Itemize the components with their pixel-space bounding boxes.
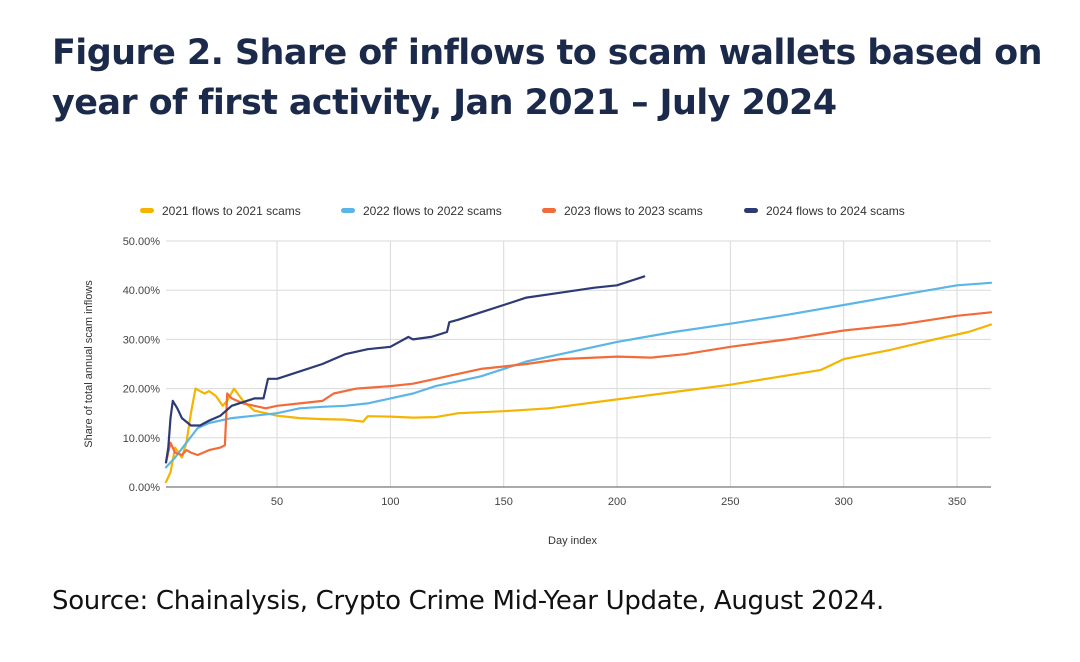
x-tick-label: 50 — [271, 496, 283, 508]
figure-source: Source: Chainalysis, Crypto Crime Mid-Ye… — [52, 586, 884, 616]
y-tick-label: 0.00% — [129, 482, 160, 494]
series-line-3 — [164, 311, 993, 464]
x-tick-label: 150 — [495, 496, 513, 508]
legend-swatch-2 — [341, 208, 355, 213]
x-tick-label: 300 — [834, 496, 852, 508]
x-tick-label: 250 — [721, 496, 739, 508]
gridlines — [166, 240, 991, 488]
y-tick-label: 20.00% — [123, 384, 161, 396]
legend-label-1: 2021 flows to 2021 scams — [162, 204, 301, 218]
y-tick-label: 30.00% — [123, 334, 161, 346]
legend-swatch-1 — [140, 208, 154, 213]
y-tick-label: 50.00% — [123, 236, 161, 248]
x-axis-title: Day index — [548, 535, 597, 547]
legend-swatch-3 — [542, 208, 556, 213]
figure-title: Figure 2. Share of inflows to scam walle… — [52, 33, 1043, 123]
series-line-2 — [164, 281, 993, 469]
axes: 0.00% 10.00% 20.00% 30.00% 40.00% 50.00% 50 100… — [123, 236, 991, 508]
legend: 2021 flows to 2021 scams 2022 flows to 20… — [140, 204, 905, 218]
y-axis-title: Share of total annual scam inflows — [83, 280, 95, 448]
series-line-1 — [164, 323, 993, 484]
y-tick-label: 10.00% — [123, 433, 161, 445]
legend-label-2: 2022 flows to 2022 scams — [363, 204, 502, 218]
series-line-4 — [164, 275, 646, 464]
x-tick-label: 350 — [948, 496, 966, 508]
legend-swatch-4 — [744, 208, 758, 213]
legend-label-3: 2023 flows to 2023 scams — [564, 204, 703, 218]
x-tick-label: 100 — [381, 496, 399, 508]
x-tick-label: 200 — [608, 496, 626, 508]
y-tick-label: 40.00% — [123, 285, 161, 297]
series-lines — [164, 275, 993, 484]
legend-label-4: 2024 flows to 2024 scams — [766, 204, 905, 218]
